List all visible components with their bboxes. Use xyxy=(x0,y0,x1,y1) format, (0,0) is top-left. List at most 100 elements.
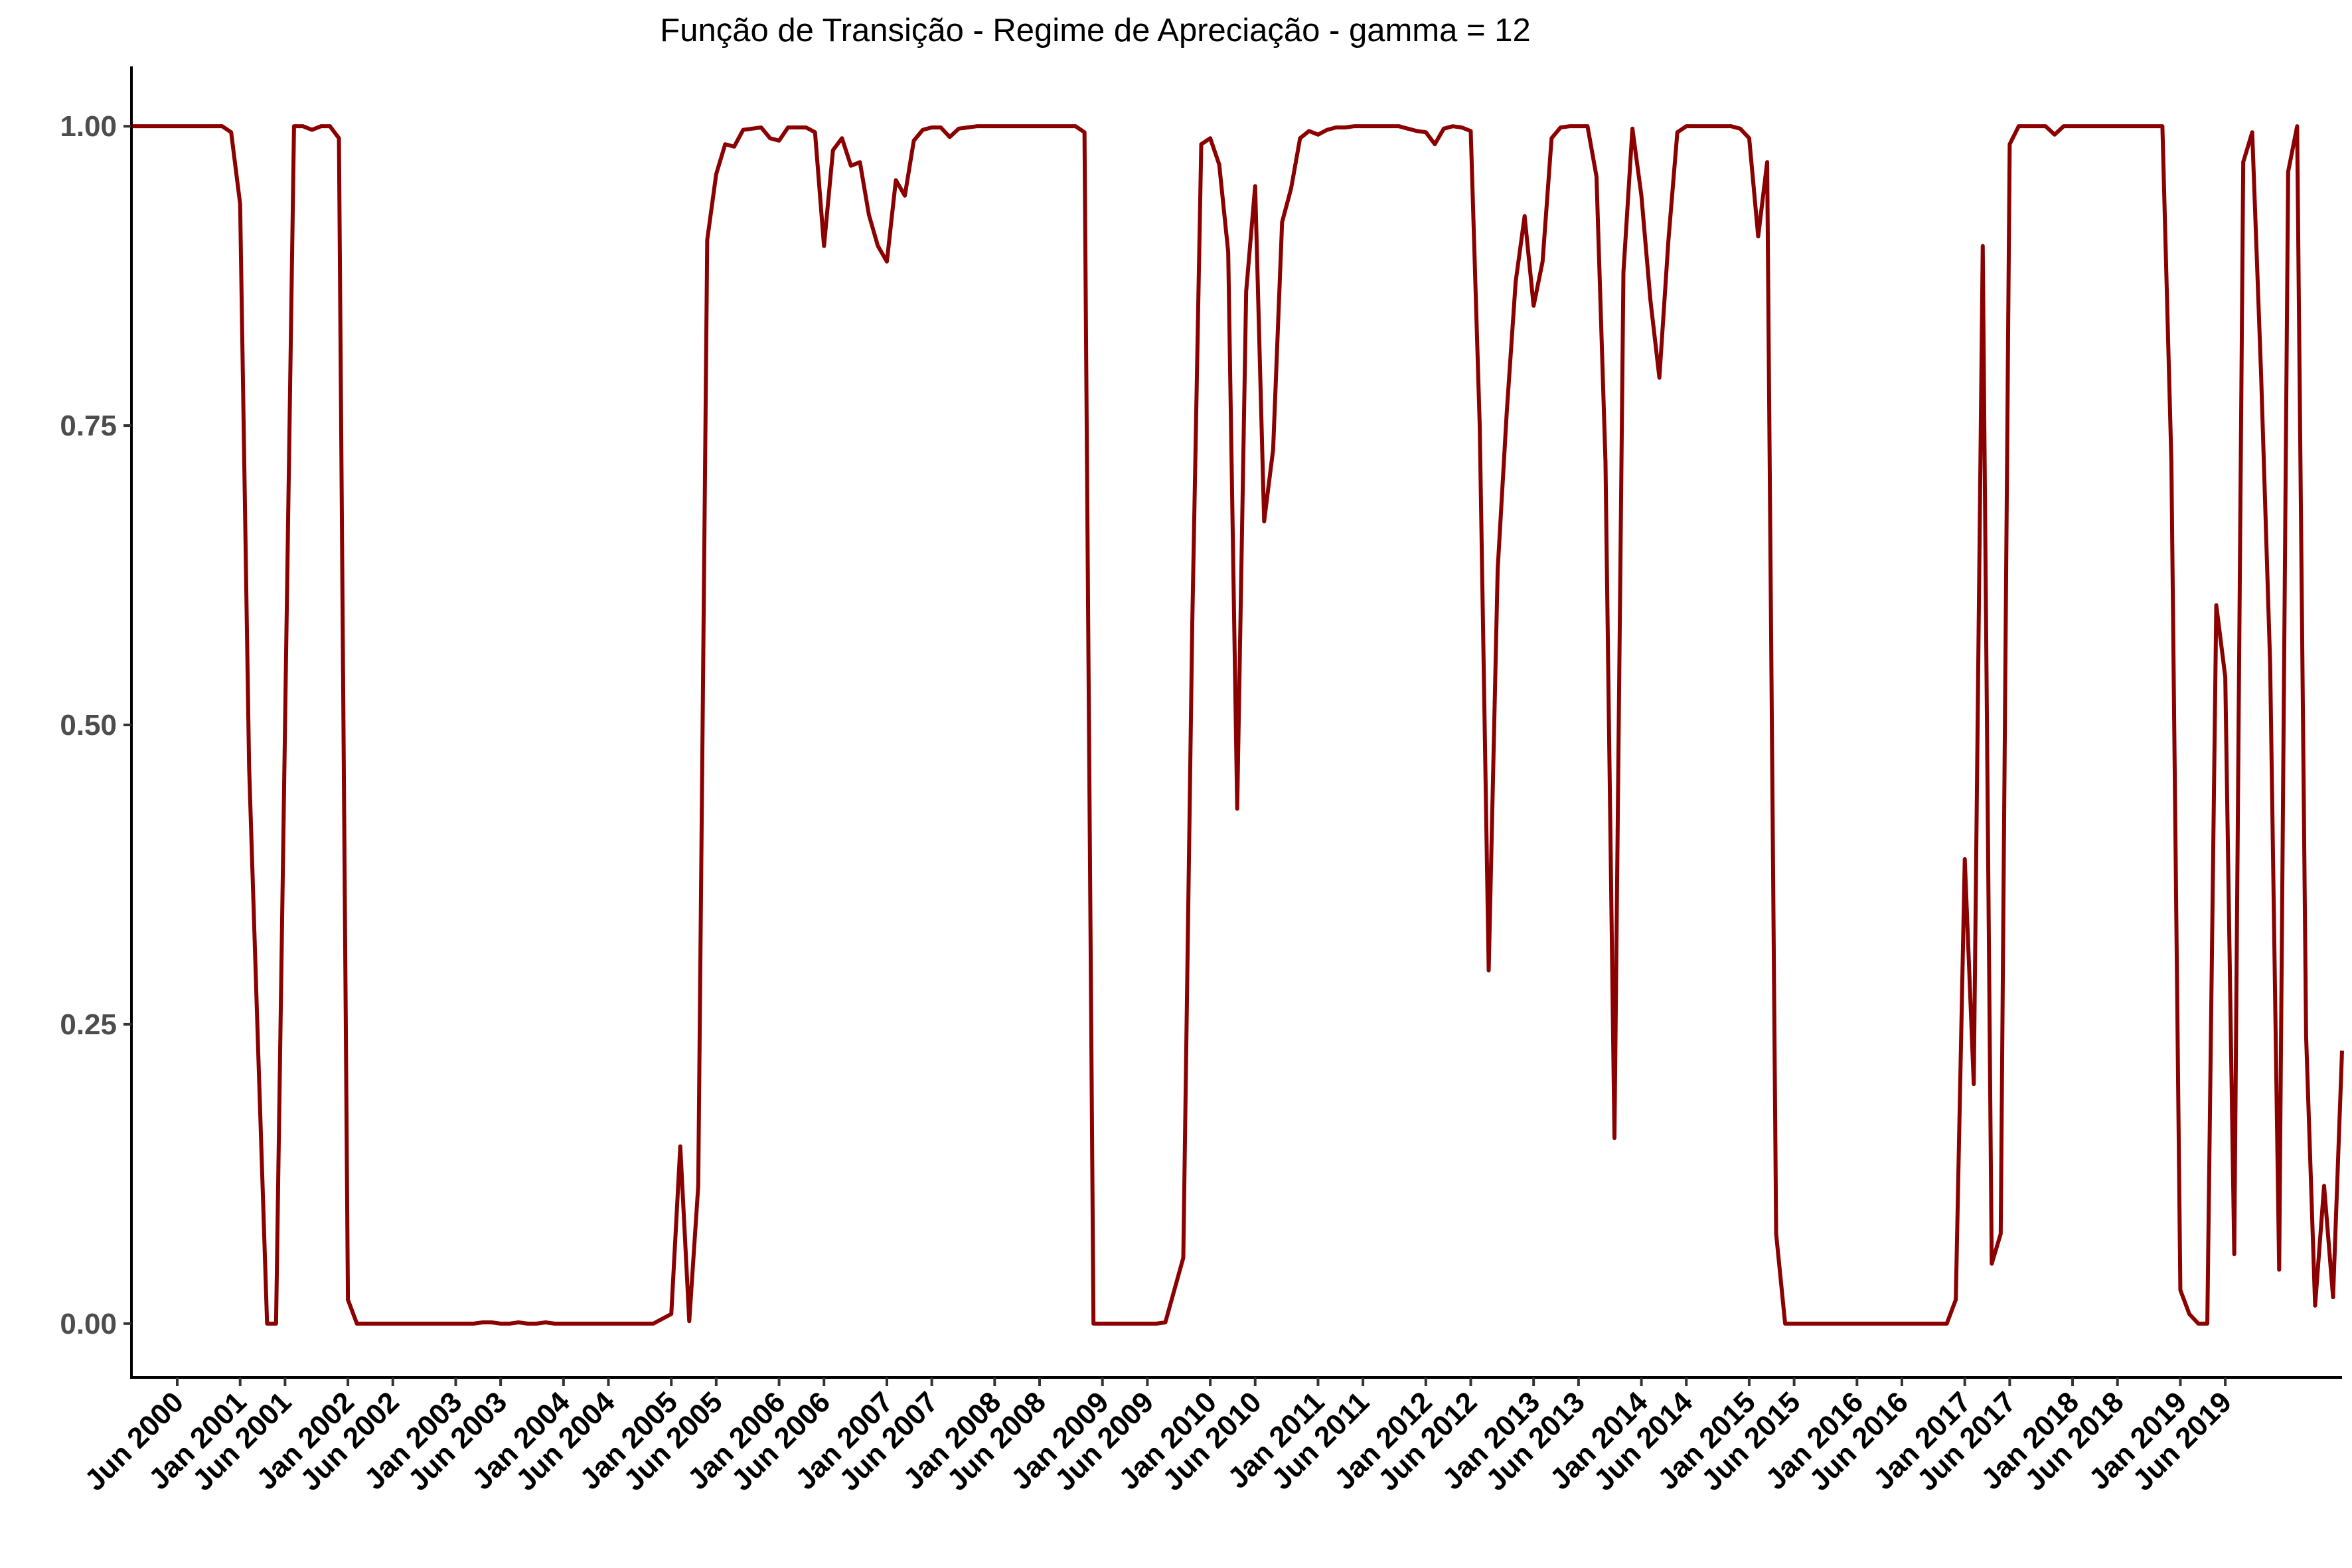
data-point xyxy=(876,244,880,248)
data-point xyxy=(1918,1322,1922,1326)
data-point xyxy=(2062,124,2066,128)
data-point xyxy=(508,1322,512,1326)
data-point xyxy=(1262,519,1266,523)
data-point xyxy=(238,202,242,206)
data-point xyxy=(1684,124,1688,128)
data-point xyxy=(2295,124,2299,128)
data-point xyxy=(795,125,799,129)
data-point xyxy=(2169,459,2173,463)
data-point xyxy=(1163,1320,1167,1324)
data-point xyxy=(678,1144,682,1148)
data-point xyxy=(2178,1288,2182,1292)
data-point xyxy=(2071,124,2075,128)
data-point xyxy=(1388,124,1392,128)
data-point xyxy=(1846,1322,1850,1326)
data-point xyxy=(1083,130,1087,134)
data-point xyxy=(1972,1082,1976,1086)
data-point xyxy=(2043,124,2047,128)
data-point xyxy=(139,124,143,128)
data-point xyxy=(1855,1322,1859,1326)
data-point xyxy=(777,139,781,143)
data-point xyxy=(1101,1322,1105,1326)
data-point xyxy=(2259,376,2263,380)
data-point xyxy=(175,124,179,128)
data-point xyxy=(1927,1322,1931,1326)
data-point xyxy=(1801,1322,1805,1326)
data-point xyxy=(1909,1322,1913,1326)
data-point xyxy=(2304,1034,2308,1038)
data-point xyxy=(607,1322,611,1326)
data-point xyxy=(992,124,996,128)
data-point xyxy=(831,148,835,152)
data-point xyxy=(2152,124,2156,128)
data-point xyxy=(1810,1322,1814,1326)
data-point xyxy=(202,124,206,128)
data-point xyxy=(526,1322,530,1326)
data-point xyxy=(1891,1322,1895,1326)
data-point xyxy=(2187,1312,2191,1316)
data-point xyxy=(975,124,979,128)
data-point xyxy=(2313,1304,2317,1308)
data-point xyxy=(1316,133,1320,137)
data-point xyxy=(2286,170,2290,174)
data-point xyxy=(418,1322,422,1326)
data-point xyxy=(1127,1322,1131,1326)
data-point xyxy=(1783,1322,1787,1326)
y-tick-label: 0.25 xyxy=(60,1008,117,1041)
data-point xyxy=(427,1322,431,1326)
data-point xyxy=(1172,1288,1176,1292)
data-point xyxy=(552,1322,556,1326)
y-tick-label: 0.50 xyxy=(60,709,117,742)
data-point xyxy=(1505,412,1509,416)
data-point xyxy=(1334,125,1338,129)
data-point xyxy=(229,130,233,134)
data-point xyxy=(1541,260,1545,264)
data-point xyxy=(1792,1322,1796,1326)
data-point xyxy=(1010,124,1014,128)
data-point xyxy=(391,1322,395,1326)
data-point xyxy=(1343,125,1347,129)
data-point xyxy=(2250,130,2254,134)
data-point xyxy=(1567,124,1571,128)
data-point xyxy=(1585,124,1589,128)
data-point xyxy=(597,1322,601,1326)
data-point xyxy=(858,160,862,164)
data-point xyxy=(1658,376,1662,380)
data-point xyxy=(813,130,817,134)
data-point xyxy=(1612,1136,1616,1140)
data-point xyxy=(1864,1322,1868,1326)
data-point xyxy=(651,1322,655,1326)
data-point xyxy=(1549,136,1553,140)
data-point xyxy=(2197,1322,2201,1326)
data-point xyxy=(346,1298,350,1302)
data-point xyxy=(1756,234,1760,238)
data-point xyxy=(1289,187,1293,191)
data-point xyxy=(687,1319,691,1323)
data-point xyxy=(1181,1256,1185,1260)
data-point xyxy=(1208,136,1212,140)
data-point xyxy=(2098,124,2102,128)
data-point xyxy=(1630,127,1634,131)
data-point xyxy=(2134,124,2138,128)
data-point xyxy=(894,178,898,182)
data-point xyxy=(220,124,224,128)
data-point xyxy=(157,124,161,128)
data-point xyxy=(661,1317,665,1321)
data-point xyxy=(1244,289,1248,293)
data-point xyxy=(2116,124,2120,128)
data-point xyxy=(445,1322,449,1326)
data-point xyxy=(400,1322,404,1326)
data-point xyxy=(1577,124,1581,128)
data-point xyxy=(1693,124,1697,128)
data-point xyxy=(373,1322,377,1326)
data-point xyxy=(1900,1322,1904,1326)
data-point xyxy=(2017,124,2021,128)
data-point xyxy=(1119,1322,1123,1326)
data-point xyxy=(705,238,709,242)
data-point xyxy=(948,135,952,139)
data-point xyxy=(1837,1322,1841,1326)
data-point xyxy=(1738,127,1742,131)
data-point xyxy=(643,1322,647,1326)
data-point xyxy=(516,1320,520,1324)
